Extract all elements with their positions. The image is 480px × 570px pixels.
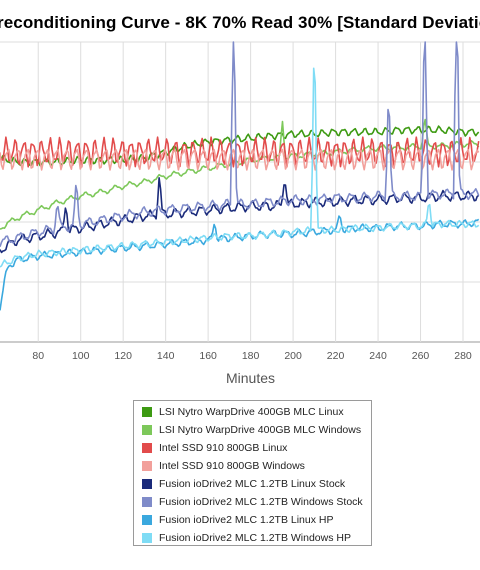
series-line: [0, 67, 480, 268]
x-tick-label: 260: [412, 350, 430, 362]
x-tick-label: 120: [114, 350, 132, 362]
legend-label: Fusion ioDrive2 MLC 1.2TB Linux HP: [159, 514, 334, 526]
chart-title: reconditioning Curve - 8K 70% Read 30% […: [0, 13, 480, 32]
x-tick-label: 220: [327, 350, 345, 362]
x-tick-label: 280: [454, 350, 472, 362]
legend-item: Fusion ioDrive2 MLC 1.2TB Windows HP: [142, 529, 351, 547]
legend-item: LSI Nytro WarpDrive 400GB MLC Windows: [142, 421, 361, 439]
legend-item: Intel SSD 910 800GB Windows: [142, 457, 305, 475]
x-axis-label: Minutes: [226, 370, 276, 386]
x-tick-labels: 80 100 120 140 160 180 200 220 240 260 280: [32, 350, 472, 362]
x-tick-label: 100: [72, 350, 90, 362]
x-tick-label: 200: [284, 350, 302, 362]
legend-swatch: [142, 425, 152, 435]
x-tick-label: 240: [369, 350, 387, 362]
legend-swatch: [142, 407, 152, 417]
legend-swatch: [142, 461, 152, 471]
legend-swatch: [142, 443, 152, 453]
legend-swatch: [142, 497, 152, 507]
x-tick-label: 140: [157, 350, 175, 362]
legend-label: Fusion ioDrive2 MLC 1.2TB Linux Stock: [159, 478, 346, 490]
legend-item: Fusion ioDrive2 MLC 1.2TB Linux HP: [142, 511, 334, 529]
legend-label: Fusion ioDrive2 MLC 1.2TB Windows HP: [159, 532, 351, 544]
x-tick-label: 80: [32, 350, 44, 362]
legend-swatch: [142, 479, 152, 489]
series-line: [0, 177, 480, 254]
legend-label: Fusion ioDrive2 MLC 1.2TB Windows Stock: [159, 496, 363, 508]
legend-item: Fusion ioDrive2 MLC 1.2TB Windows Stock: [142, 493, 363, 511]
legend-item: Intel SSD 910 800GB Linux: [142, 439, 287, 457]
legend-item: Fusion ioDrive2 MLC 1.2TB Linux Stock: [142, 475, 345, 493]
legend-label: Intel SSD 910 800GB Linux: [159, 442, 288, 454]
x-tick-label: 160: [199, 350, 217, 362]
legend-label: LSI Nytro WarpDrive 400GB MLC Windows: [159, 424, 362, 436]
series-line: [0, 41, 480, 248]
series-line: [0, 148, 480, 171]
legend-swatch: [142, 515, 152, 525]
legend-swatch: [142, 533, 152, 543]
series-line: [0, 136, 480, 168]
legend: LSI Nytro WarpDrive 400GB MLC Linux LSI N…: [133, 400, 372, 546]
grid-lines: [0, 41, 480, 343]
legend-label: Intel SSD 910 800GB Windows: [159, 460, 305, 472]
series-line: [0, 118, 480, 230]
legend-item: LSI Nytro WarpDrive 400GB MLC Linux: [142, 403, 344, 421]
x-tick-label: 180: [242, 350, 260, 362]
series-lines: [0, 41, 480, 311]
legend-label: LSI Nytro WarpDrive 400GB MLC Linux: [159, 406, 344, 418]
